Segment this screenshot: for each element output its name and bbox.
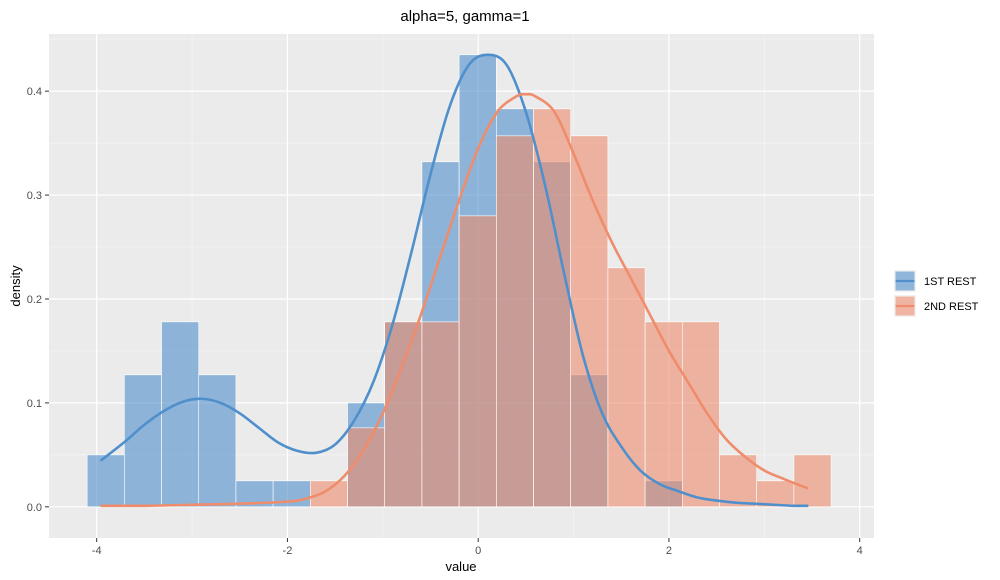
- bar-2nd-rest-19: [793, 454, 832, 508]
- x-tick-label: 2: [666, 545, 672, 557]
- bar-2nd-rest-16: [681, 321, 720, 508]
- x-tick-label: -2: [283, 545, 293, 557]
- bar-2nd-rest-12: [533, 108, 572, 508]
- bar-2nd-rest-15: [644, 321, 683, 508]
- y-tick-label: 0.2: [27, 294, 42, 306]
- y-axis-ticks: 0.0 0.1 0.2 0.3 0.4: [27, 86, 49, 514]
- bar-2nd-rest-10: [458, 215, 497, 508]
- x-tick-label: -4: [92, 545, 102, 557]
- x-axis-label: value: [445, 559, 476, 574]
- bar-2nd-rest-13: [570, 135, 609, 508]
- bar-2nd-rest-8: [384, 321, 423, 508]
- density-curves: [100, 53, 809, 508]
- legend: 1ST REST 2ND REST: [894, 270, 979, 317]
- bar-2nd-rest-7: [347, 427, 386, 508]
- chart-title: alpha=5, gamma=1: [400, 8, 529, 25]
- bar-2nd-rest-6: [310, 480, 348, 508]
- x-tick-label: 4: [857, 545, 863, 557]
- y-tick-label: 0.1: [27, 398, 42, 410]
- bar-1st-rest-0: [86, 454, 125, 508]
- density-curve-1st-rest: [100, 53, 809, 508]
- y-tick-label: 0.0: [27, 502, 42, 514]
- bar-1st-rest-2: [161, 321, 200, 508]
- density-curve-2nd-rest: [100, 92, 809, 508]
- x-tick-label: 0: [475, 545, 481, 557]
- y-tick-label: 0.4: [27, 86, 42, 98]
- series-2nd-rest-bars: [310, 108, 832, 508]
- bar-2nd-rest-14: [607, 267, 646, 508]
- y-axis-label: density: [8, 265, 23, 307]
- y-tick-label: 0.3: [27, 190, 42, 202]
- bar-2nd-rest-11: [496, 135, 534, 508]
- bar-2nd-rest-18: [756, 480, 795, 508]
- bar-2nd-rest-9: [421, 321, 460, 508]
- bar-1st-rest-3: [198, 374, 237, 508]
- x-axis-ticks: -4 -2 0 2 4: [92, 538, 863, 557]
- legend-label-2nd-rest: 2ND REST: [924, 301, 979, 313]
- legend-label-1st-rest: 1ST REST: [924, 276, 977, 288]
- bar-1st-rest-1: [124, 374, 162, 508]
